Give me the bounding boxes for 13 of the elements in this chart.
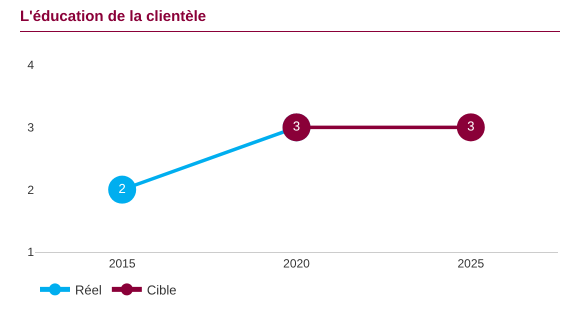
data-label: 3 <box>292 118 300 134</box>
x-tick-label: 2025 <box>457 256 484 270</box>
x-tick-label: 2020 <box>283 256 310 270</box>
y-tick-label: 2 <box>27 182 34 197</box>
data-label: 2 <box>118 180 126 196</box>
legend-label: Cible <box>146 282 176 298</box>
legend-label: Réel <box>75 282 102 298</box>
data-label: 3 <box>467 118 474 134</box>
y-tick-label: 3 <box>27 120 34 135</box>
y-tick-label: 1 <box>27 245 34 260</box>
x-tick-label: 2015 <box>108 256 136 270</box>
y-tick-label: 4 <box>27 58 34 72</box>
chart-title: L'éducation de la clientèle <box>20 8 560 32</box>
